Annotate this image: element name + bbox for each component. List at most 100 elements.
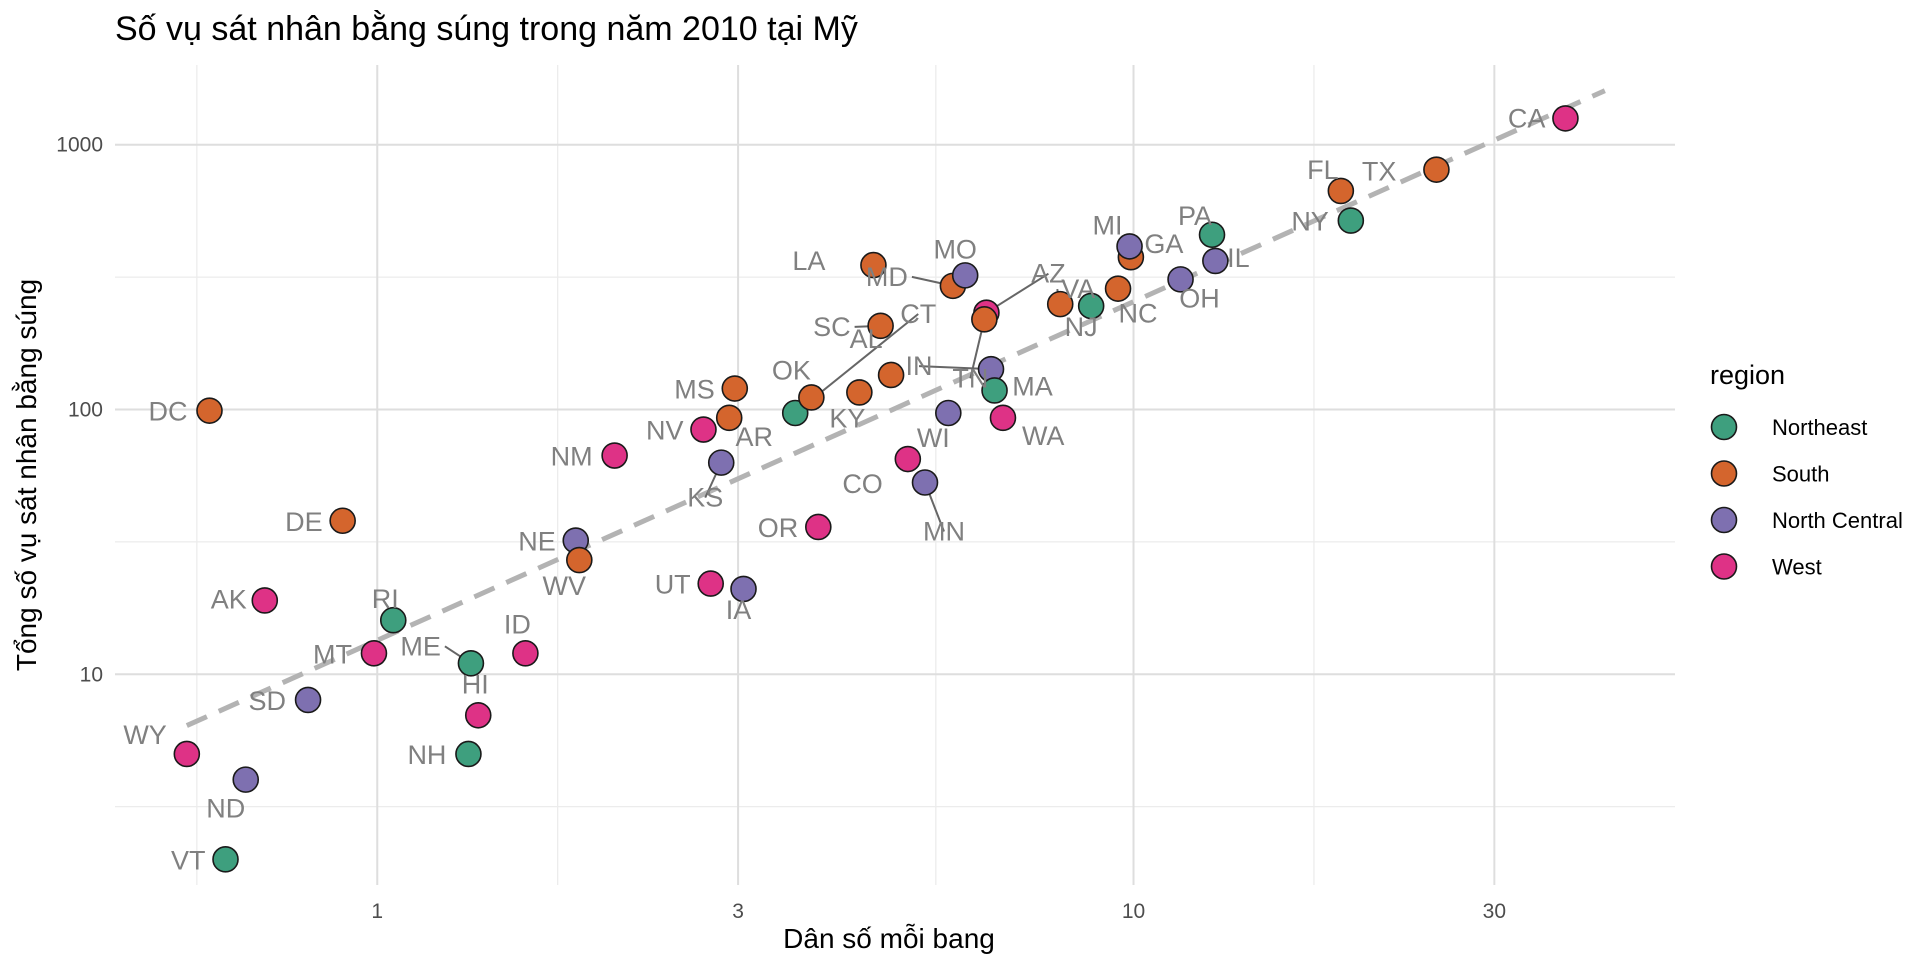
label-ar: AR (735, 422, 773, 452)
label-pa: PA (1178, 201, 1212, 231)
label-al: AL (850, 324, 883, 354)
label-connectors (444, 272, 1062, 665)
point-de (329, 507, 356, 535)
point-hi (464, 701, 492, 729)
legend-key-south (1710, 460, 1738, 487)
label-il: IL (1227, 243, 1250, 273)
label-wi: WI (917, 423, 950, 453)
point-vt (212, 846, 239, 873)
chart-title: Số vụ sát nhân bằng súng trong năm 2010 … (115, 10, 858, 48)
point-fl (1327, 177, 1355, 205)
point-mt (360, 640, 388, 667)
label-ca: CA (1508, 103, 1546, 133)
point-ny (1337, 207, 1365, 234)
legend-key-northeast (1710, 413, 1738, 441)
label-ut: UT (655, 570, 691, 600)
point-wa (989, 404, 1017, 432)
y-tick-label: 10 (80, 663, 103, 686)
label-nj: NJ (1065, 312, 1098, 342)
legend-key-north-central (1710, 506, 1738, 534)
label-ky: KY (829, 403, 865, 433)
point-dc (196, 397, 223, 424)
point-la (860, 251, 887, 279)
label-ak: AK (211, 584, 247, 614)
point-ia (730, 575, 757, 603)
label-sc: SC (813, 312, 851, 342)
label-mo: MO (933, 234, 977, 264)
point-mo (951, 262, 979, 289)
label-fl: FL (1307, 155, 1339, 185)
point-nh (455, 740, 482, 768)
point-ca (1552, 105, 1579, 132)
label-ma: MA (1012, 371, 1053, 401)
label-or: OR (758, 513, 799, 543)
point-ma (981, 377, 1008, 404)
label-wa: WA (1022, 421, 1065, 451)
label-vt: VT (171, 845, 206, 875)
point-nj (1077, 292, 1105, 320)
point-ct (781, 399, 809, 427)
point-ms (721, 375, 749, 402)
legend-label-south: South (1772, 462, 1830, 487)
x-tick-label: 3 (732, 900, 744, 923)
label-va: VA (1061, 274, 1095, 304)
label-sd: SD (249, 686, 287, 716)
y-tick-label: 1000 (56, 134, 103, 157)
point-id (512, 640, 539, 667)
point-va (1046, 290, 1074, 318)
point-or (805, 513, 832, 541)
legend-title: region (1710, 360, 1785, 390)
point-mn (911, 469, 939, 496)
point-tn (971, 306, 998, 333)
label-nh: NH (407, 740, 446, 770)
label-me: ME (400, 631, 441, 661)
trend-line (185, 88, 1606, 728)
point-ut (697, 570, 725, 597)
label-co: CO (842, 469, 883, 499)
point-nd (232, 766, 260, 793)
point-pa (1198, 221, 1226, 249)
point-al (877, 361, 905, 389)
trend-line-group (185, 88, 1606, 728)
point-me (457, 650, 485, 677)
point-wy (173, 740, 201, 768)
x-tick-labels: 1 3 10 30 (371, 900, 1506, 923)
point-tx (1423, 156, 1450, 183)
y-tick-label: 100 (68, 398, 103, 421)
label-dc: DC (148, 397, 187, 427)
label-ia: IA (726, 595, 752, 625)
legend: region Northeast South North Central West (1710, 360, 1903, 580)
label-de: DE (285, 507, 323, 537)
label-tx: TX (1362, 157, 1397, 187)
x-tick-label: 30 (1483, 900, 1506, 923)
label-mt: MT (313, 639, 352, 669)
label-az: AZ (1031, 259, 1066, 289)
point-wi (935, 399, 962, 427)
label-la: LA (792, 246, 825, 276)
label-id: ID (504, 609, 531, 639)
label-nv: NV (646, 416, 684, 446)
point-il (1202, 247, 1229, 275)
label-tn: TN (952, 363, 988, 393)
point-nm (601, 442, 628, 469)
legend-label-west: West (1772, 555, 1822, 580)
point-nc (1104, 275, 1132, 302)
label-nm: NM (551, 442, 593, 472)
label-mn: MN (923, 516, 965, 546)
points (173, 105, 1579, 873)
y-tick-labels: 10 100 1000 (56, 134, 103, 687)
point-nv (690, 416, 717, 443)
point-ky (846, 379, 873, 406)
label-ri: RI (372, 584, 399, 614)
point-sc (867, 312, 894, 340)
point-ri (379, 606, 407, 634)
x-tick-label: 1 (371, 900, 383, 923)
label-ct: CT (900, 299, 936, 329)
point-co (894, 445, 922, 473)
label-oh: OH (1179, 283, 1220, 313)
point-ak (251, 587, 279, 614)
label-wy: WY (123, 720, 167, 750)
label-ga: GA (1144, 229, 1183, 259)
point-ar (715, 404, 743, 432)
